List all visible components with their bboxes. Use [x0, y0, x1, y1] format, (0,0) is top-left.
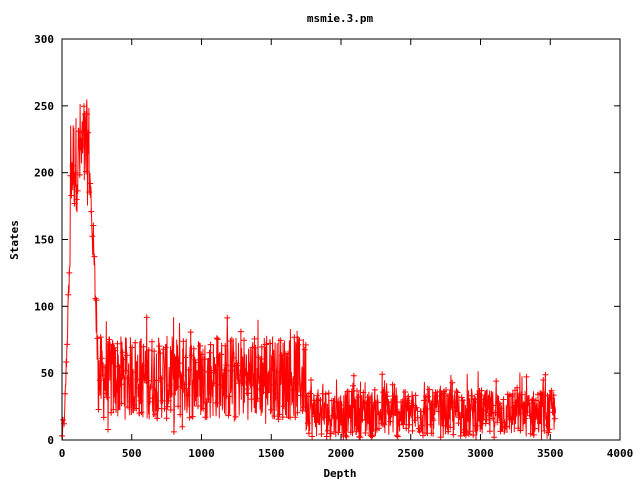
x-tick-label: 2000: [328, 447, 355, 460]
y-tick-label: 150: [34, 234, 54, 247]
y-tick-label: 50: [41, 367, 54, 380]
x-tick-label: 500: [122, 447, 142, 460]
y-tick-label: 100: [34, 300, 54, 313]
x-tick-label: 2500: [398, 447, 425, 460]
y-tick-label: 200: [34, 167, 54, 180]
x-axis: 0 500 1000 1500 2000 2500 3000 3500 4000: [59, 39, 634, 460]
y-tick-label: 250: [34, 100, 54, 113]
series-markers: [59, 103, 558, 441]
x-tick-label: 1500: [258, 447, 285, 460]
x-tick-label: 0: [59, 447, 66, 460]
y-tick-label: 300: [34, 33, 54, 46]
x-tick-label: 4000: [607, 447, 634, 460]
x-tick-label: 3500: [537, 447, 564, 460]
y-tick-label: 0: [47, 434, 54, 447]
data-series: [59, 99, 558, 441]
y-axis: 0 50 100 150 200 250 300: [34, 33, 620, 447]
y-axis-label: States: [8, 220, 21, 260]
x-tick-label: 3000: [467, 447, 494, 460]
chart-title: msmie.3.pm: [307, 12, 374, 25]
x-axis-label: Depth: [323, 467, 356, 480]
x-tick-label: 1000: [188, 447, 215, 460]
